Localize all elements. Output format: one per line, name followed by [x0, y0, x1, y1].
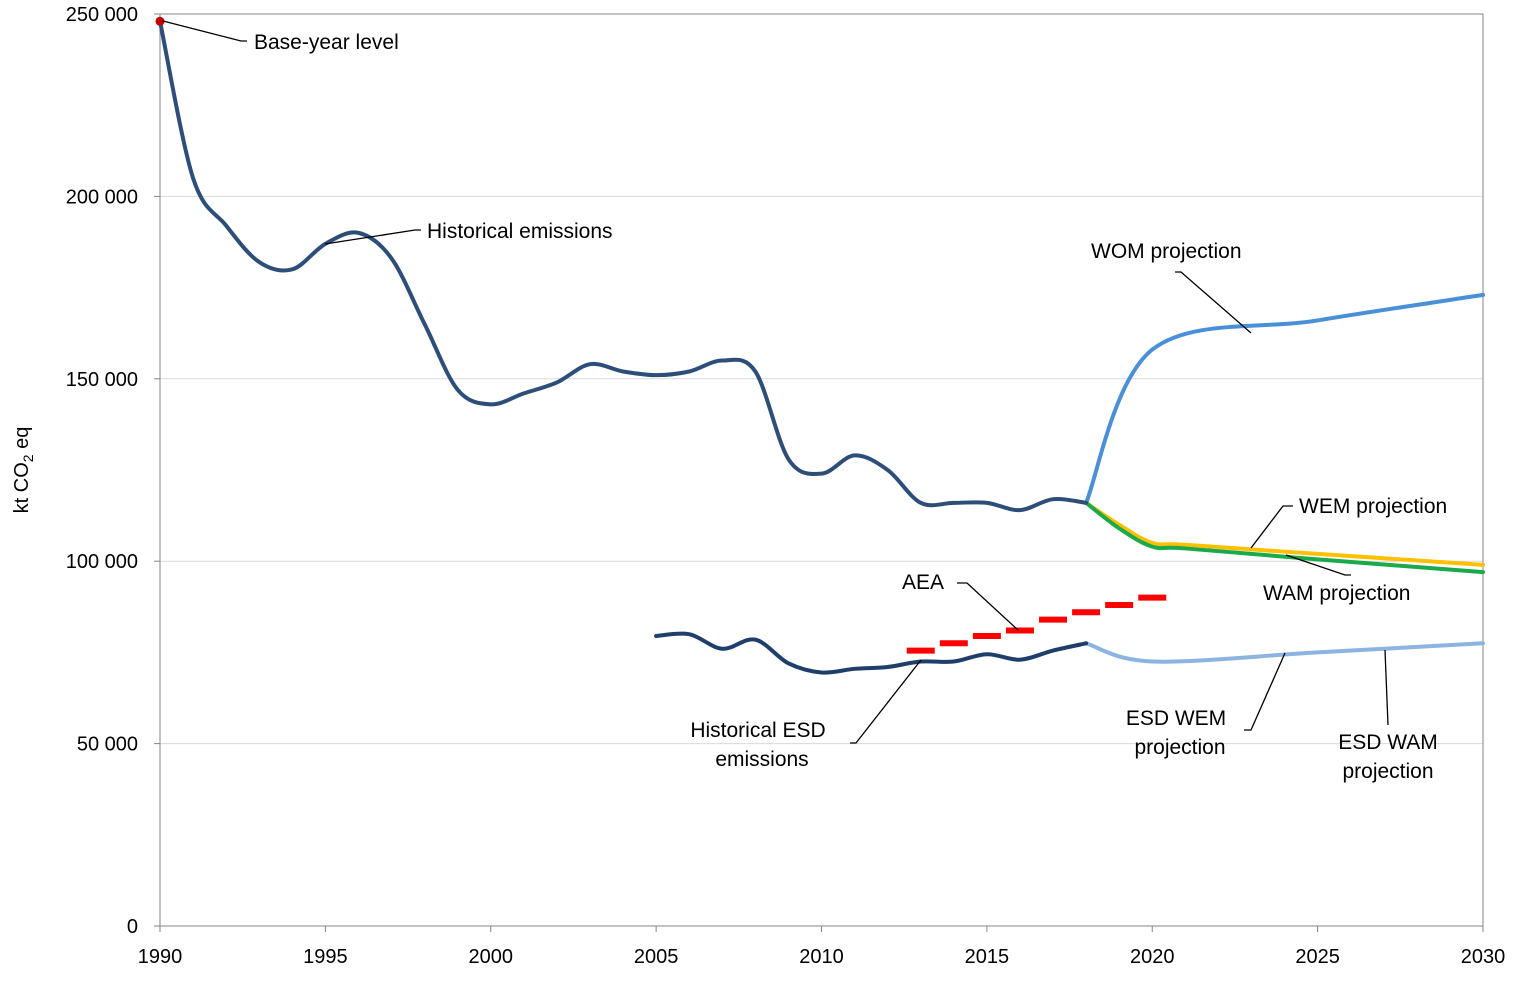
- leader-historical: [324, 229, 421, 245]
- y-tick-label: 50 000: [77, 734, 138, 756]
- y-tick-label: 0: [127, 916, 138, 938]
- annotation-esd-wem-line2: projection: [1134, 736, 1225, 759]
- base-year-marker: [155, 16, 165, 26]
- x-tick-label: 2030: [1461, 946, 1506, 968]
- annotation-aea: AEA: [902, 571, 944, 594]
- leader-wam: [1285, 554, 1351, 576]
- series-line-wem: [1084, 500, 1485, 567]
- x-tick-label: 1990: [138, 946, 183, 968]
- y-axis-label: kt CO2 eq: [11, 427, 36, 514]
- series-line-esd-historical: [654, 631, 1089, 675]
- series-line-wam: [1084, 500, 1485, 575]
- y-axis-label-subscript: 2: [20, 454, 36, 462]
- series-lines: [158, 19, 1485, 675]
- annotation-leaders: [162, 20, 1389, 744]
- x-tick-label: 2000: [469, 946, 514, 968]
- annotation-historical: Historical emissions: [427, 220, 613, 243]
- leader-esd-historical: [850, 659, 922, 744]
- leader-wom: [1175, 271, 1252, 334]
- x-tick-label: 1995: [303, 946, 348, 968]
- x-tick-label: 2020: [1130, 946, 1175, 968]
- series-line-esd-wam: [1084, 641, 1485, 664]
- x-tick-label: 2015: [965, 946, 1010, 968]
- base-year-marker-group: [155, 16, 165, 26]
- annotation-esd-historical-line2: emissions: [715, 748, 808, 771]
- x-tick-label: 2005: [634, 946, 679, 968]
- leader-base-year: [162, 20, 247, 42]
- annotation-esd-historical-line1: Historical ESD: [690, 719, 825, 742]
- annotation-esd-wam-line1: ESD WAM: [1338, 731, 1438, 754]
- annotation-esd-wem-line1: ESD WEM: [1126, 707, 1226, 730]
- annotation-base-year: Base-year level: [254, 31, 399, 54]
- x-axis-ticks: 1990 1995 2000 2005 2010 2015 2020 2025 2030: [138, 926, 1506, 968]
- leader-esd-wem: [1244, 652, 1286, 731]
- annotation-wam: WAM projection: [1263, 582, 1410, 605]
- annotation-wem: WEM projection: [1299, 495, 1447, 518]
- y-tick-label: 100 000: [66, 551, 138, 573]
- y-tick-label: 250 000: [66, 4, 138, 26]
- x-tick-label: 2010: [799, 946, 844, 968]
- x-tick-label: 2025: [1295, 946, 1340, 968]
- plot-area-border: [159, 13, 1484, 927]
- y-tick-label: 150 000: [66, 369, 138, 391]
- series-line-historical: [158, 19, 1089, 513]
- leader-aea: [957, 582, 1019, 631]
- y-tick-label: 200 000: [66, 186, 138, 208]
- gridlines: [160, 195, 1483, 745]
- series-line-wom: [1084, 292, 1485, 505]
- y-axis-ticks: 0 50 000 100 000 150 000 200 000 250 000: [66, 4, 160, 938]
- leader-esd-wam: [1384, 649, 1389, 726]
- y-axis-label-main: kt CO: [11, 462, 33, 513]
- aea-markers: [906, 594, 1167, 654]
- annotation-labels: Base-year level Historical emissions WOM…: [254, 31, 1447, 783]
- y-axis-label-rest: eq: [11, 427, 33, 455]
- leader-wem: [1250, 505, 1293, 549]
- annotation-esd-wam-line2: projection: [1342, 760, 1433, 783]
- annotation-wom: WOM projection: [1091, 240, 1242, 263]
